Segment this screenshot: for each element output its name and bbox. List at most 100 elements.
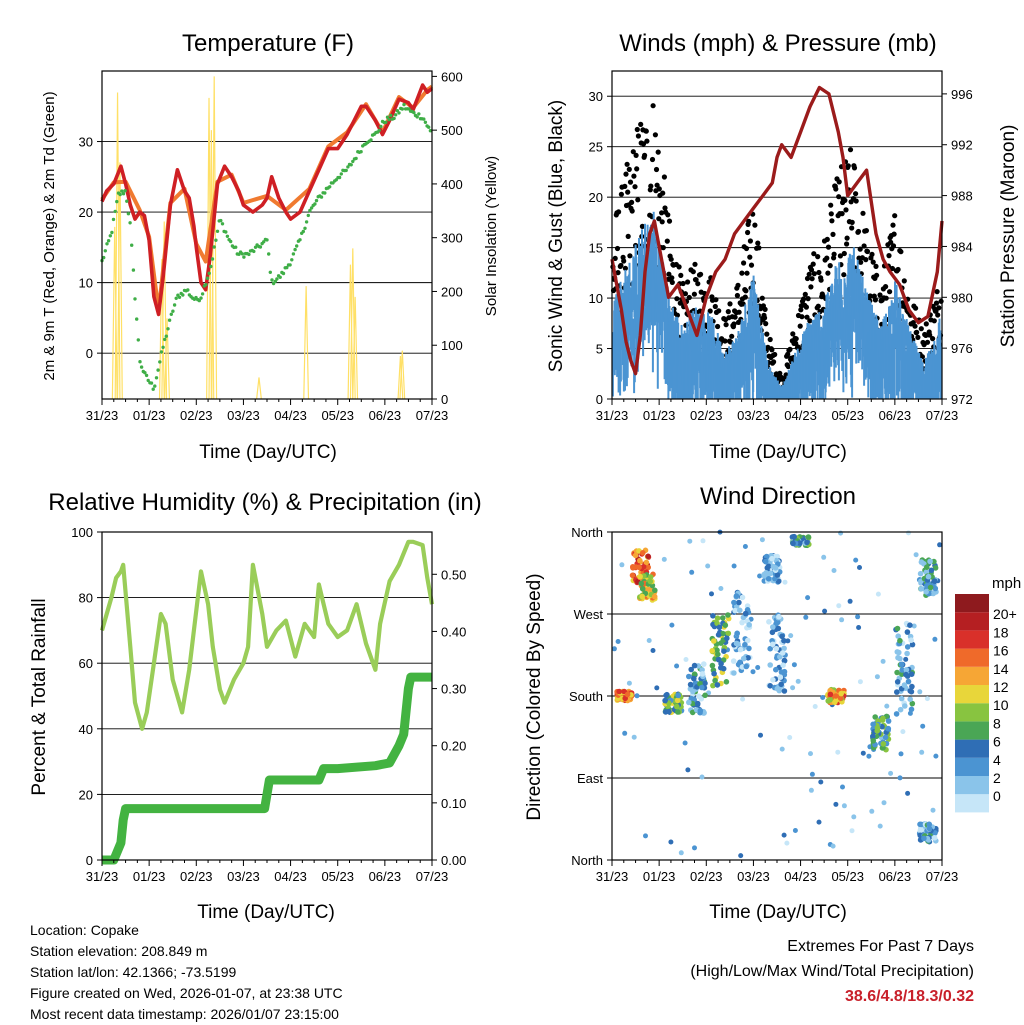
gust-point — [745, 229, 751, 236]
dewpoint-point — [377, 128, 381, 133]
gust-point — [803, 304, 810, 310]
gust-point — [716, 308, 722, 314]
gust-point — [890, 222, 896, 228]
direction-point — [710, 613, 716, 619]
gust-point — [890, 243, 897, 249]
direction-point — [643, 559, 650, 566]
gust-point — [867, 293, 873, 299]
direction-point — [730, 658, 737, 664]
gust-point — [691, 291, 698, 297]
direction-point — [740, 696, 746, 702]
direction-point — [746, 622, 752, 628]
direction-point — [711, 638, 717, 644]
dewpoint-point — [158, 360, 162, 364]
direction-point — [647, 578, 654, 585]
gust-point — [762, 315, 768, 321]
direction-point — [736, 599, 742, 606]
direction-point — [769, 555, 775, 562]
gust-point — [624, 161, 630, 167]
direction-point — [699, 774, 705, 780]
dewpoint-point — [234, 245, 238, 249]
gust-point — [818, 277, 824, 283]
gust-point — [863, 257, 869, 263]
gust-point — [843, 207, 849, 213]
dewpoint-point — [290, 258, 294, 262]
dewpoint-point — [197, 298, 201, 303]
gust-point — [734, 292, 741, 299]
direction-point — [790, 540, 796, 547]
temperature-ytick-right-label: 200 — [441, 284, 463, 299]
direction-point — [808, 751, 813, 757]
direction-point — [860, 750, 866, 756]
direction-point — [924, 564, 930, 570]
direction-point — [624, 691, 631, 698]
direction-point — [737, 607, 743, 614]
direction-point — [907, 696, 913, 702]
dewpoint-point — [214, 238, 218, 242]
gust-point — [612, 255, 618, 261]
gust-point — [627, 253, 633, 259]
direction-point — [897, 655, 903, 662]
direction-xtick-label: 04/23 — [784, 869, 817, 884]
dewpoint-point — [153, 384, 157, 388]
direction-point — [840, 784, 845, 790]
gust-point — [833, 186, 839, 192]
dewpoint-point — [219, 218, 223, 223]
direction-point — [866, 753, 872, 759]
dewpoint-point — [354, 156, 358, 161]
gust-point — [755, 240, 761, 246]
gust-point — [913, 305, 919, 311]
direction-point — [894, 689, 900, 695]
gust-point — [747, 238, 754, 244]
dewpoint-point — [389, 113, 393, 118]
gust-point — [622, 183, 628, 189]
winds-ylabel-right: Station Pressure (Maroon) — [998, 125, 1019, 348]
direction-point — [738, 853, 744, 859]
gust-point — [707, 308, 713, 314]
direction-point — [932, 636, 938, 642]
direction-point — [731, 599, 737, 606]
dewpoint-point — [105, 242, 109, 246]
direction-point — [925, 573, 932, 580]
gust-point — [629, 208, 635, 214]
winds-ylabel: Sonic Wind & Gust (Blue, Black) — [546, 100, 567, 372]
gust-point — [630, 149, 636, 155]
humidity-ylabel: Percent & Total Rainfall — [29, 598, 50, 795]
gust-point — [830, 231, 836, 237]
dewpoint-point — [313, 202, 317, 206]
direction-point — [721, 648, 727, 654]
gust-point — [785, 363, 791, 370]
direction-point — [720, 630, 726, 637]
direction-point — [897, 775, 903, 781]
gust-point — [836, 194, 842, 200]
direction-point — [881, 800, 887, 806]
winds-ytick-label: 5 — [596, 342, 603, 357]
direction-point — [853, 557, 859, 563]
rainfall-line — [102, 672, 432, 865]
gust-point — [727, 301, 733, 307]
dewpoint-point — [298, 238, 302, 242]
dewpoint-point — [428, 129, 433, 133]
direction-point — [699, 684, 705, 691]
direction-point — [903, 671, 909, 678]
dewpoint-point — [384, 120, 388, 125]
gust-point — [771, 359, 777, 365]
temperature-xlabel: Time (Day/UTC) — [199, 442, 337, 463]
figure-created: Figure created on Wed, 2026-01-07, at 23… — [30, 985, 343, 1001]
direction-point — [630, 565, 636, 571]
gust-point — [638, 121, 644, 127]
gust-point — [808, 284, 814, 290]
humidity-xtick-label: 04/23 — [274, 869, 307, 884]
dewpoint-point — [133, 297, 137, 301]
direction-point — [927, 584, 934, 591]
direction-point — [821, 554, 827, 560]
dewpoint-point — [181, 293, 185, 297]
humidity-ytick-label: 0 — [86, 853, 93, 868]
gust-point — [824, 255, 830, 261]
direction-point — [740, 655, 747, 662]
dewpoint-point — [402, 102, 406, 107]
dewpoint-point — [135, 317, 139, 321]
direction-point — [926, 821, 932, 828]
direction-point — [882, 734, 889, 741]
solar-insolation-spike — [352, 296, 359, 400]
